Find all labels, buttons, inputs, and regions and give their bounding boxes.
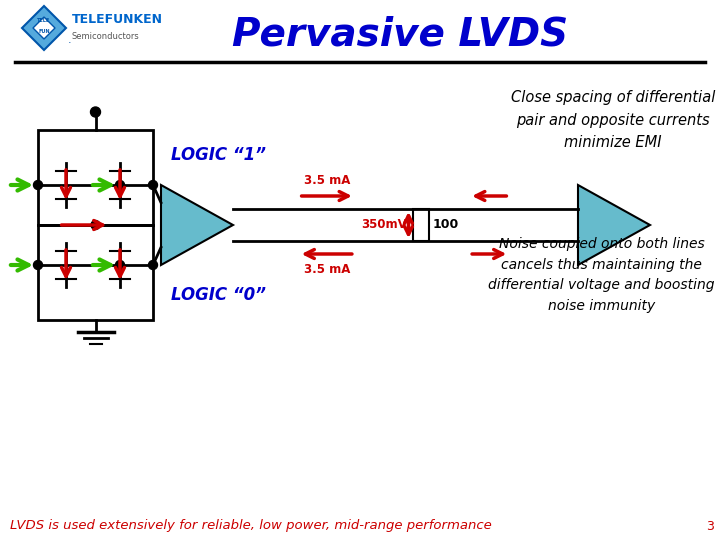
Text: Semiconductors: Semiconductors (72, 32, 140, 41)
Polygon shape (33, 17, 55, 39)
Text: LOGIC “1”: LOGIC “1” (171, 146, 266, 164)
Text: 3.5 mA: 3.5 mA (304, 174, 350, 187)
Circle shape (115, 180, 125, 190)
Text: Close spacing of differential
pair and opposite currents
minimize EMI: Close spacing of differential pair and o… (510, 90, 715, 150)
Circle shape (148, 180, 158, 190)
Circle shape (91, 107, 101, 117)
Circle shape (148, 260, 158, 269)
Circle shape (91, 220, 100, 230)
Bar (38, 225, 153, 320)
Circle shape (34, 260, 42, 269)
Bar (38, 130, 153, 225)
Text: Pervasive LVDS: Pervasive LVDS (232, 16, 568, 54)
Polygon shape (22, 6, 66, 50)
Text: FUN: FUN (38, 29, 50, 34)
Text: 3.5 mA: 3.5 mA (304, 263, 350, 276)
Text: 3: 3 (706, 519, 714, 532)
Circle shape (34, 180, 42, 190)
Polygon shape (161, 185, 233, 265)
Text: 350mV: 350mV (361, 219, 407, 232)
Text: ·: · (68, 38, 71, 49)
Text: TELE: TELE (37, 18, 50, 23)
Text: TELEFUNKEN: TELEFUNKEN (72, 13, 163, 26)
Text: LOGIC “0”: LOGIC “0” (171, 286, 266, 304)
Text: 100: 100 (433, 219, 459, 232)
Text: LVDS is used extensively for reliable, low power, mid-range performance: LVDS is used extensively for reliable, l… (10, 519, 492, 532)
Polygon shape (578, 185, 650, 265)
Text: Noise coupled onto both lines
cancels thus maintaining the
differential voltage : Noise coupled onto both lines cancels th… (488, 237, 715, 313)
Bar (413, 209, 428, 241)
Circle shape (115, 260, 125, 269)
